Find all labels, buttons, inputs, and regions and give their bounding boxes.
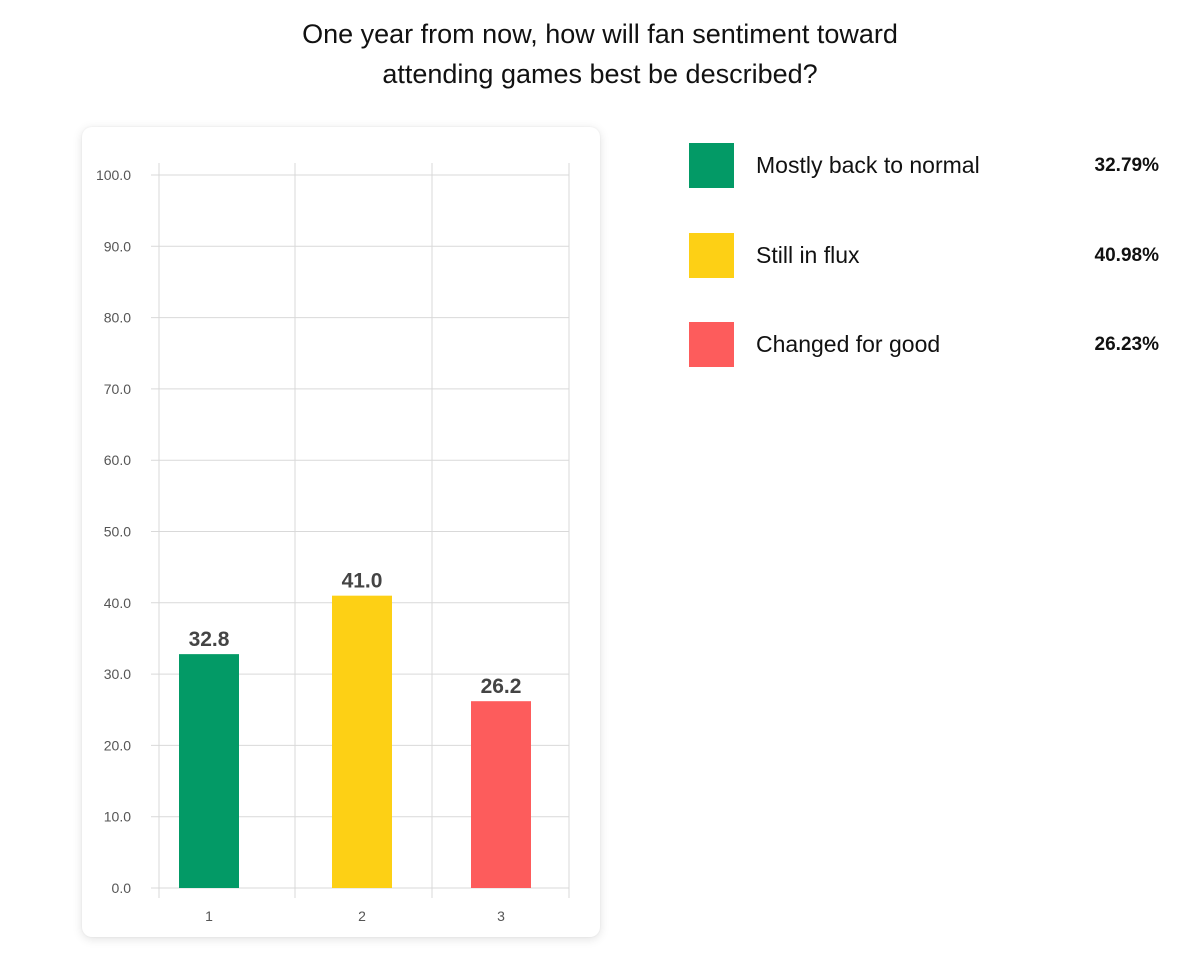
bar [179, 654, 239, 888]
legend-swatch [689, 322, 734, 367]
legend-item-still-in-flux: Still in flux 40.98% [689, 233, 1159, 279]
legend-swatch [689, 143, 734, 188]
legend-percent: 32.79% [1094, 155, 1159, 176]
bar [332, 595, 392, 888]
legend-label: Still in flux [756, 242, 860, 268]
legend-label: Changed for good [756, 331, 941, 357]
y-tick-label: 70.0 [104, 381, 131, 397]
y-tick-label: 60.0 [104, 452, 131, 468]
y-tick-label: 90.0 [104, 238, 131, 254]
legend-label: Mostly back to normal [756, 152, 980, 178]
chart-title: One year from now, how will fan sentimen… [200, 14, 1000, 94]
legend-percent: 40.98% [1094, 245, 1159, 266]
legend-percent: 26.23% [1094, 334, 1159, 355]
y-tick-label: 100.0 [96, 167, 131, 183]
chart-title-line-1: One year from now, how will fan sentimen… [302, 19, 898, 49]
bar-value-label: 41.0 [342, 570, 383, 593]
y-tick-label: 20.0 [104, 737, 131, 753]
legend-item-changed-for-good: Changed for good 26.23% [689, 322, 1159, 368]
legend-swatch [689, 233, 734, 278]
y-tick-label: 40.0 [104, 595, 131, 611]
x-tick-label: 1 [205, 908, 213, 924]
bar-chart: 0.0 10.0 20.0 30.0 40.0 50.0 60.0 70.0 80.0 90.0 1… [96, 163, 570, 924]
bar [471, 701, 531, 888]
legend-item-mostly-back-to-normal: Mostly back to normal 32.79% [689, 143, 1159, 189]
chart-card: 0.0 10.0 20.0 30.0 40.0 50.0 60.0 70.0 80.0 90.0 1… [82, 127, 600, 937]
x-tick-label: 2 [358, 908, 366, 924]
y-tick-label: 50.0 [104, 524, 131, 540]
y-tick-label: 30.0 [104, 666, 131, 682]
y-tick-label: 80.0 [104, 310, 131, 326]
x-tick-label: 3 [497, 908, 505, 924]
bar-value-label: 32.8 [189, 628, 230, 651]
y-tick-label: 0.0 [112, 880, 132, 896]
chart-title-line-2: attending games best be described? [382, 59, 818, 89]
bar-value-label: 26.2 [481, 675, 522, 698]
y-tick-label: 10.0 [104, 809, 131, 825]
